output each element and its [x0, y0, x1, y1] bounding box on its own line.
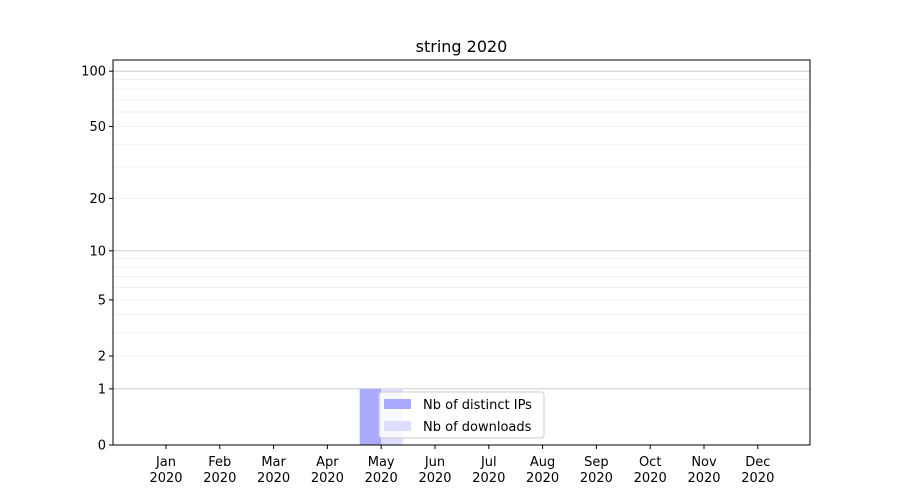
x-tick-label: 2020 [526, 471, 559, 486]
legend-swatch [384, 399, 411, 409]
x-tick-label: 2020 [634, 471, 667, 486]
x-tick-label: 2020 [203, 471, 236, 486]
x-tick-label: 2020 [418, 471, 451, 486]
x-tick-label: May [368, 455, 395, 470]
bar-distinct-ips [359, 388, 382, 445]
y-tick-label: 10 [89, 244, 106, 259]
legend: Nb of distinct IPs Nb of downloads [378, 391, 545, 439]
x-tick-label: Jun [424, 455, 445, 470]
x-tick-label: Apr [316, 455, 339, 470]
y-tick-label: 20 [89, 192, 106, 207]
y-tick-label: 2 [98, 350, 106, 365]
legend-swatch [384, 421, 411, 431]
x-tick-label: 2020 [472, 471, 505, 486]
x-tick-label: 2020 [149, 471, 182, 486]
x-tick-label: Mar [261, 455, 286, 470]
x-tick-label: 2020 [580, 471, 613, 486]
x-tick-label: Aug [530, 455, 555, 470]
legend-box [378, 391, 545, 439]
x-tick-label: Feb [208, 455, 231, 470]
legend-label: Nb of distinct IPs [423, 398, 532, 413]
x-tick-label: 2020 [741, 471, 774, 486]
x-tick-label: Sep [584, 455, 609, 470]
x-tick-label: Jan [155, 455, 176, 470]
x-tick-label: Dec [745, 455, 770, 470]
y-tick-label: 5 [98, 293, 106, 308]
y-tick-label: 0 [98, 439, 106, 454]
plot-frame [112, 59, 811, 446]
x-tick-label: 2020 [687, 471, 720, 486]
y-tick-label: 50 [89, 120, 106, 135]
y-tick-label: 100 [81, 65, 106, 80]
x-tick-label: 2020 [311, 471, 344, 486]
x-tick-label: 2020 [257, 471, 290, 486]
x-tick-label: Jul [480, 455, 497, 470]
x-tick-label: 2020 [365, 471, 398, 486]
x-tick-label: Nov [691, 455, 717, 470]
legend-label: Nb of downloads [423, 420, 532, 435]
chart-title: string 2020 [416, 37, 508, 56]
x-tick-label: Oct [639, 455, 661, 470]
y-tick-label: 1 [98, 382, 106, 397]
